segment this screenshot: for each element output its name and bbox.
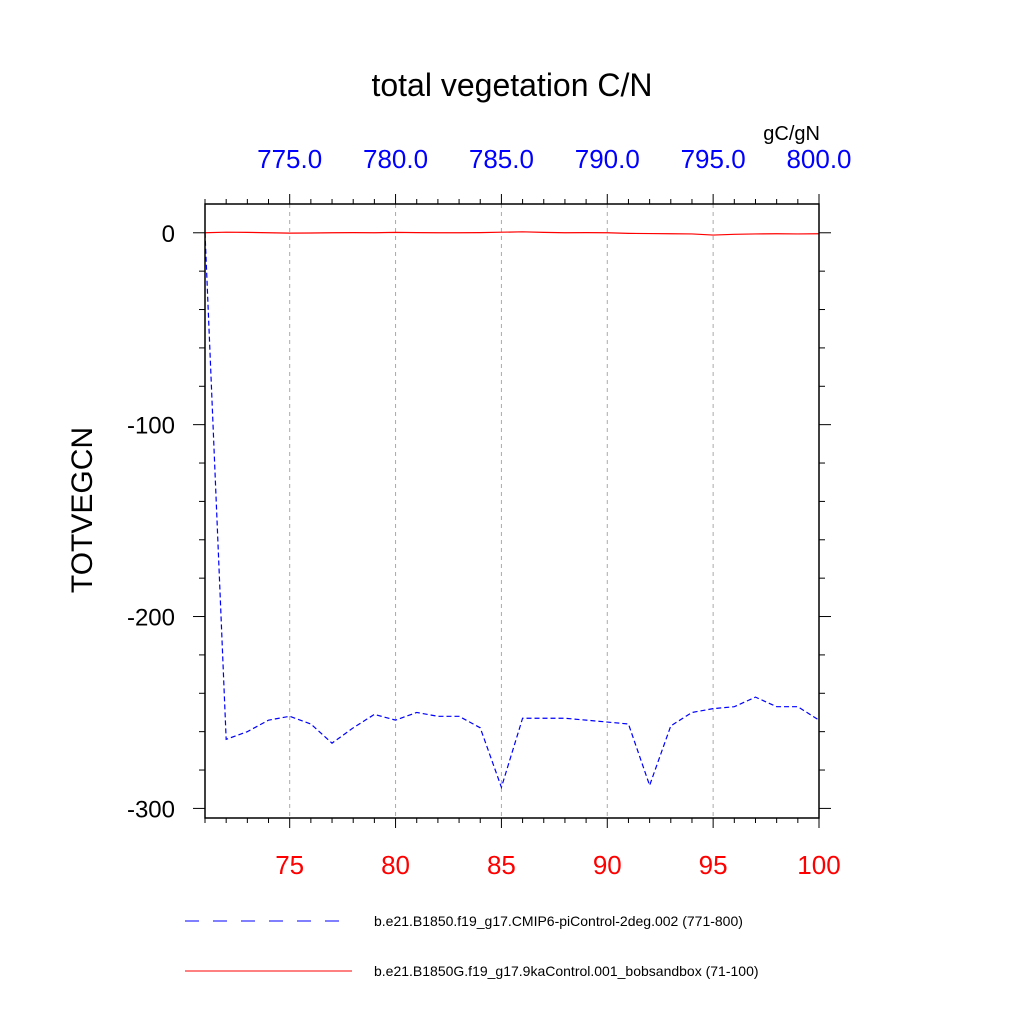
x-bottom-tick-label: 75: [275, 850, 304, 880]
axis-ticks: [193, 194, 831, 828]
plot-border: [204, 203, 820, 819]
x-bottom-tick-label: 85: [487, 850, 516, 880]
series-lines: [204, 231, 820, 790]
y-tick-label: -300: [127, 796, 175, 823]
legend: b.e21.B1850.f19_g17.CMIP6-piControl-2deg…: [185, 913, 759, 979]
x-top-tick-label: 800.0: [786, 144, 851, 174]
y-tick-label: -200: [127, 605, 175, 632]
units-label: gC/gN: [763, 123, 820, 145]
x-top-tick-label: 780.0: [363, 144, 428, 174]
legend-label-1: b.e21.B1850.f19_g17.CMIP6-piControl-2deg…: [374, 913, 743, 929]
x-top-tick-label: 775.0: [257, 144, 322, 174]
y-axis-label: TOTVEGCN: [66, 427, 99, 593]
y-tick-label: -100: [127, 413, 175, 440]
legend-label-2: b.e21.B1850G.f19_g17.9kaControl.001_bobs…: [374, 963, 759, 979]
x-top-tick-label: 790.0: [575, 144, 640, 174]
chart-title: total vegetation C/N: [371, 67, 652, 103]
x-bottom-tick-label: 90: [593, 850, 622, 880]
y-tick-label: 0: [162, 221, 175, 248]
plot-frame: [204, 203, 820, 819]
grid-lines: [289, 204, 714, 818]
tick-labels: 0 -100 -200 -300 75 80 85 90 95 100 775.0 780.0 785.…: [127, 144, 852, 880]
x-bottom-tick-label: 80: [381, 850, 410, 880]
series-line-2: [204, 231, 820, 236]
x-top-tick-label: 785.0: [469, 144, 534, 174]
x-bottom-tick-label: 95: [699, 850, 728, 880]
series-line-1: [204, 232, 820, 790]
x-top-tick-label: 795.0: [681, 144, 746, 174]
x-bottom-tick-label: 100: [797, 850, 840, 880]
